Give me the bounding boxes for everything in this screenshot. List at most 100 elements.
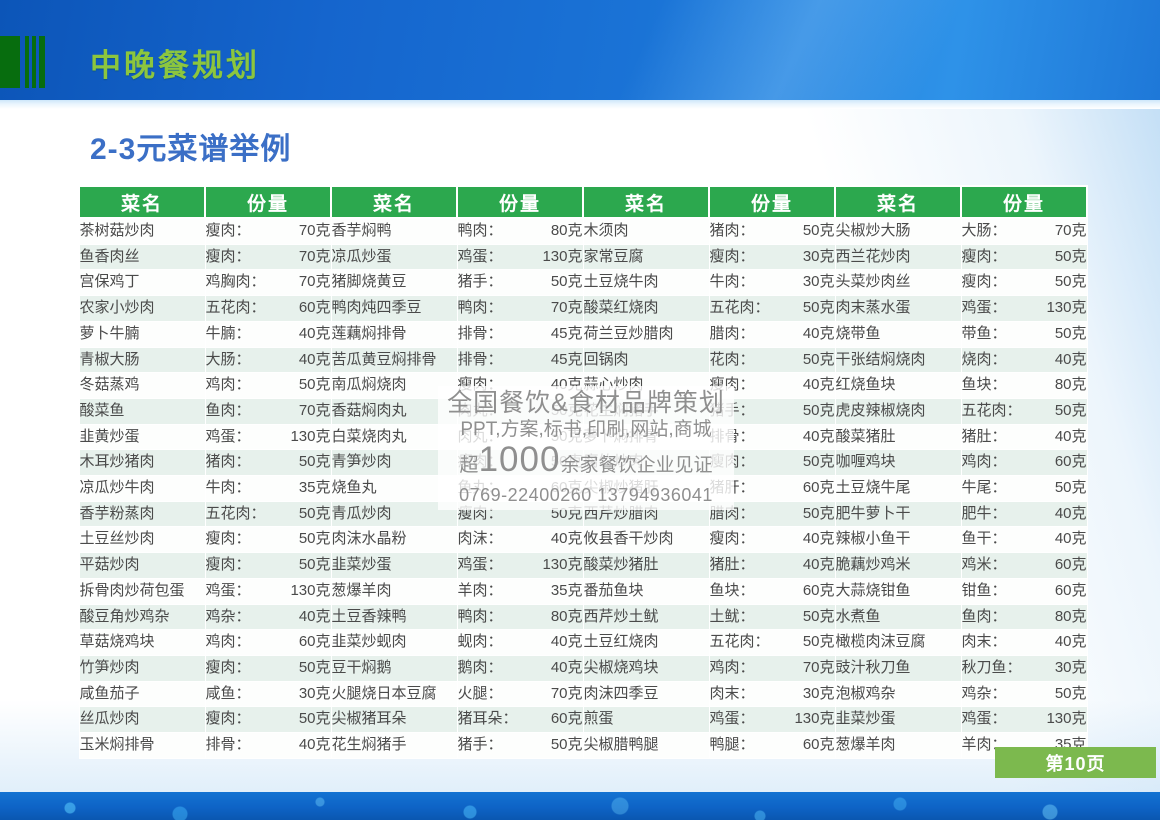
portion-cell: 鸡蛋： 130克 bbox=[960, 706, 1088, 734]
portion-amount: 80克 bbox=[1054, 376, 1087, 394]
portion-cell: 鸡蛋： 130克 bbox=[204, 577, 332, 605]
table-row: 酸豆角炒鸡杂 鸡杂： 40克 土豆香辣鸭 鸭肉： 80克 西芹炒土鱿 土鱿： 50克 水煮鱼 鱼肉：… bbox=[78, 603, 1088, 631]
portion-ingredient: 瘦肉： bbox=[961, 273, 1007, 291]
portion-cell: 腊肉： 40克 bbox=[708, 320, 836, 348]
portion-cell: 五花肉： 50克 bbox=[204, 500, 332, 528]
portion-amount: 70克 bbox=[1054, 222, 1087, 239]
portion-amount: 50克 bbox=[550, 273, 583, 291]
portion-cell: 花肉： 50克 bbox=[708, 346, 836, 374]
col-header-dish: 菜名 bbox=[834, 185, 962, 219]
dish-name-cell: 平菇炒肉 bbox=[78, 552, 206, 579]
table-row: 土豆丝炒肉 瘦肉： 50克 肉沫水晶粉 肉沫： 40克 攸县香干炒肉 瘦肉： 40克 辣椒小鱼干鱼… bbox=[78, 526, 1088, 554]
col-header-portion: 份量 bbox=[456, 185, 584, 219]
portion-amount: 40克 bbox=[802, 556, 835, 574]
portion-amount: 130克 bbox=[290, 581, 331, 599]
dish-name-cell: 大蒜烧钳鱼 bbox=[834, 577, 962, 605]
portion-amount: 50克 bbox=[550, 736, 583, 754]
portion-amount: 45克 bbox=[550, 350, 583, 368]
portion-ingredient: 猪手： bbox=[457, 273, 503, 291]
watermark-line-2: PPT,方案,标书,印刷,网站,商城 bbox=[460, 419, 712, 440]
portion-cell: 牛肉： 35克 bbox=[204, 475, 332, 502]
portion-cell: 鸡肉： 70克 bbox=[708, 654, 836, 682]
portion-ingredient: 鸭肉： bbox=[457, 299, 503, 317]
portion-amount: 30克 bbox=[802, 247, 835, 265]
dish-name-cell: 泡椒鸡杂 bbox=[834, 680, 962, 708]
dish-name-cell: 烧带鱼 bbox=[834, 320, 962, 348]
portion-cell: 带鱼： 50克 bbox=[960, 320, 1088, 348]
portion-ingredient: 鱼肉： bbox=[961, 607, 1007, 625]
portion-cell: 鸭腿： 60克 bbox=[708, 732, 836, 759]
portion-amount: 80克 bbox=[1054, 607, 1087, 625]
portion-cell: 牛尾： 50克 bbox=[960, 475, 1088, 502]
portion-amount: 50克 bbox=[802, 222, 835, 239]
table-row: 冬菇蒸鸡 鸡肉： 50克 南瓜焖烧肉 瘦肉： 40克 蒜心炒肉 瘦肉： 40克 红烧鱼块 鱼块： 80… bbox=[78, 372, 1088, 399]
portion-cell: 鸡米： 60克 bbox=[960, 552, 1088, 579]
portion-ingredient: 烧肉： bbox=[961, 350, 1007, 368]
portion-ingredient: 鱼干： bbox=[961, 530, 1007, 548]
watermark-line-3-prefix: 超 bbox=[459, 455, 479, 476]
dish-name-cell: 萝卜牛腩 bbox=[78, 320, 206, 348]
portion-ingredient: 瘦肉： bbox=[205, 222, 251, 239]
portion-ingredient: 鱼肉： bbox=[205, 401, 251, 419]
menu-table-head: 菜名 份量 菜名 份量 菜名 份量 菜名 份量 bbox=[78, 185, 1088, 219]
portion-cell: 鸡杂： 50克 bbox=[960, 680, 1088, 708]
dish-name-cell: 水煮鱼 bbox=[834, 603, 962, 631]
portion-cell: 鱼干： 40克 bbox=[960, 526, 1088, 554]
portion-ingredient: 咸鱼： bbox=[205, 684, 251, 702]
dish-name-cell: 花生焖猪手 bbox=[330, 732, 458, 759]
portion-ingredient: 秋刀鱼： bbox=[961, 658, 1022, 676]
portion-ingredient: 羊肉： bbox=[457, 581, 503, 599]
portion-cell: 瘦肉： 50克 bbox=[204, 552, 332, 579]
portion-amount: 30克 bbox=[802, 684, 835, 702]
table-row: 咸鱼茄子 咸鱼： 30克 火腿烧日本豆腐 火腿： 70克 肉沫四季豆 肉末： 30克 泡椒鸡杂 鸡杂… bbox=[78, 680, 1088, 708]
portion-cell: 鸡蛋： 130克 bbox=[960, 295, 1088, 322]
portion-cell: 肉沫： 40克 bbox=[456, 526, 584, 554]
dish-name-cell: 茶树菇炒肉 bbox=[78, 217, 206, 245]
portion-amount: 60克 bbox=[550, 710, 583, 728]
dish-name-cell: 木耳炒猪肉 bbox=[78, 449, 206, 477]
dish-name-cell: 肉末蒸水蛋 bbox=[834, 295, 962, 322]
col-header-portion: 份量 bbox=[204, 185, 332, 219]
portion-ingredient: 瘦肉： bbox=[961, 247, 1007, 265]
portion-ingredient: 五花肉： bbox=[709, 299, 770, 317]
portion-cell: 肉末： 40克 bbox=[960, 629, 1088, 656]
portion-cell: 排骨： 45克 bbox=[456, 320, 584, 348]
portion-amount: 50克 bbox=[802, 504, 835, 522]
dish-name-cell: 虎皮辣椒烧肉 bbox=[834, 397, 962, 425]
portion-ingredient: 肉末： bbox=[709, 684, 755, 702]
portion-amount: 40克 bbox=[1054, 530, 1087, 548]
dish-name-cell: 火腿烧日本豆腐 bbox=[330, 680, 458, 708]
bottom-decor-band bbox=[0, 792, 1160, 820]
portion-cell: 五花肉： 50克 bbox=[708, 629, 836, 656]
dish-name-cell: 韭菜炒蛋 bbox=[834, 706, 962, 734]
portion-cell: 猪肚： 40克 bbox=[708, 552, 836, 579]
portion-ingredient: 鸡肉： bbox=[961, 453, 1007, 471]
portion-amount: 50克 bbox=[298, 376, 331, 394]
portion-cell: 大肠： 40克 bbox=[204, 346, 332, 374]
portion-ingredient: 火腿： bbox=[457, 684, 503, 702]
portion-amount: 40克 bbox=[550, 530, 583, 548]
portion-cell: 瘦肉： 50克 bbox=[960, 243, 1088, 271]
portion-ingredient: 瘦肉： bbox=[709, 247, 755, 265]
header-deco-bar bbox=[39, 36, 45, 88]
portion-ingredient: 鱼块： bbox=[709, 581, 755, 599]
portion-amount: 130克 bbox=[794, 710, 835, 728]
header-row: 菜名 份量 菜名 份量 菜名 份量 菜名 份量 bbox=[78, 185, 1088, 219]
dish-name-cell: 拆骨肉炒荷包蛋 bbox=[78, 577, 206, 605]
portion-amount: 60克 bbox=[1054, 581, 1087, 599]
portion-cell: 猪耳朵： 60克 bbox=[456, 706, 584, 734]
portion-ingredient: 鸡蛋： bbox=[205, 581, 251, 599]
dish-name-cell: 宫保鸡丁 bbox=[78, 269, 206, 297]
portion-ingredient: 五花肉： bbox=[961, 401, 1022, 419]
portion-amount: 80克 bbox=[550, 607, 583, 625]
dish-name-cell: 农家小炒肉 bbox=[78, 295, 206, 322]
portion-amount: 50克 bbox=[298, 530, 331, 548]
portion-cell: 鸡杂： 40克 bbox=[204, 603, 332, 631]
watermark-line-3: 超1000余家餐饮企业见证 bbox=[438, 442, 734, 484]
portion-cell: 鸡肉： 50克 bbox=[204, 372, 332, 399]
portion-ingredient: 腊肉： bbox=[709, 324, 755, 342]
dish-name-cell: 土豆烧牛肉 bbox=[582, 269, 710, 297]
dish-name-cell: 肉沫四季豆 bbox=[582, 680, 710, 708]
col-header-dish: 菜名 bbox=[582, 185, 710, 219]
